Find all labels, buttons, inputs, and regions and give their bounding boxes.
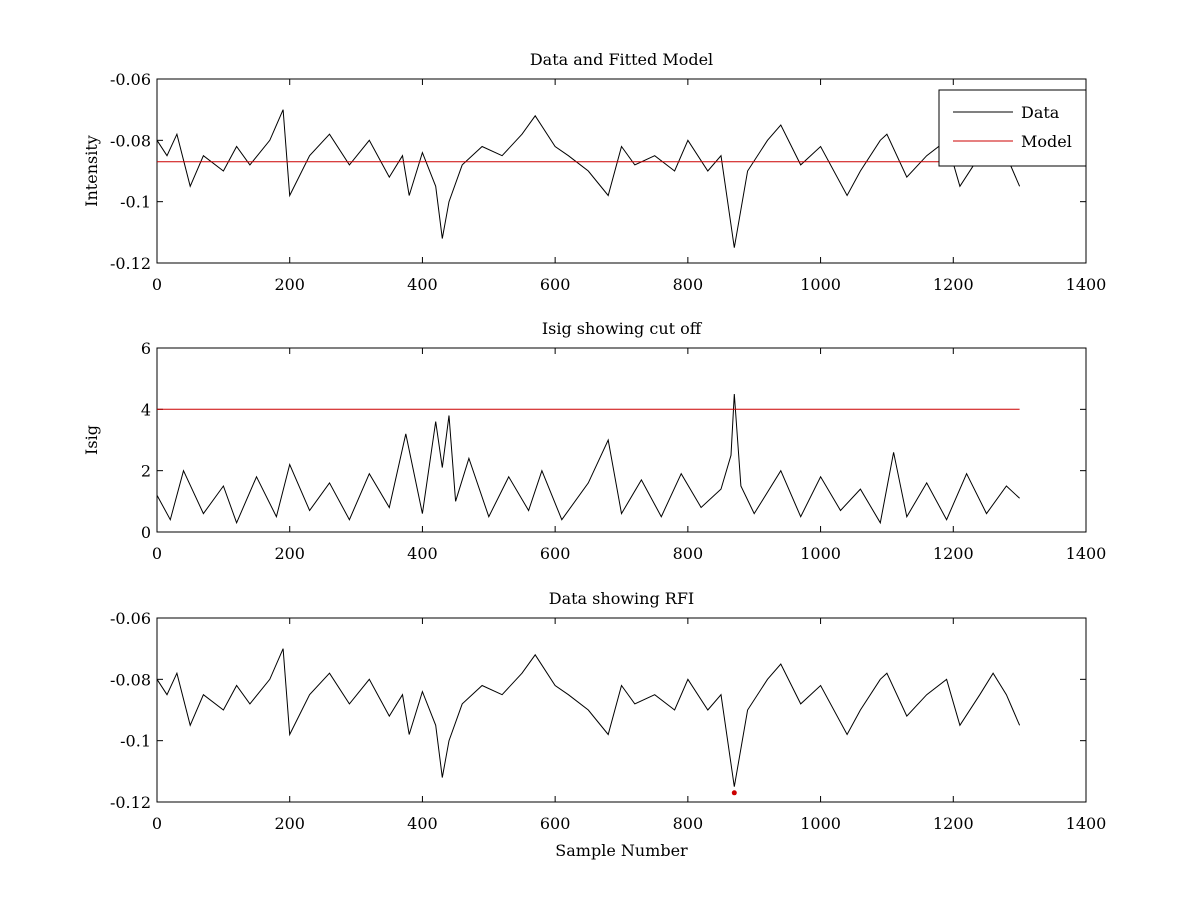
legend-box [938,89,1087,167]
x-tick-label: 600 [540,544,571,563]
subplot-3: Data showing RFI 0 200 400 600 800 1000 1200 140… [110,589,1106,860]
subplot-1: Data and Fitted Model 0 200 400 600 800 1000 12… [82,50,1106,294]
y-tick-label: 2 [141,462,151,481]
legend-label-data: Data [1021,103,1060,122]
y-axis-label: Isig [82,425,101,455]
x-tick-label: 400 [407,544,438,563]
x-tick-label: 200 [274,814,305,833]
y-tick-label: -0.08 [110,131,151,150]
y-tick-label: -0.08 [110,670,151,689]
x-tick-label: 800 [673,544,704,563]
x-tick-label: 600 [540,814,571,833]
x-tick-label: 1200 [933,814,974,833]
axes-box [156,78,1087,264]
chart-title: Isig showing cut off [542,319,703,338]
x-tick-label: 400 [407,814,438,833]
chart-title: Data and Fitted Model [530,50,713,69]
subplot-2: Isig showing cut off 0 200 400 600 800 1000 120… [82,319,1106,563]
x-tick-label: 800 [673,275,704,294]
y-tick-label: 0 [141,523,151,542]
x-tick-label: 0 [152,814,162,833]
x-tick-label: 1200 [933,275,974,294]
axes-box [156,617,1087,803]
x-tick-label: 1200 [933,544,974,563]
x-tick-label: 1400 [1066,814,1107,833]
legend-label-model: Model [1021,132,1072,151]
x-tick-label: 0 [152,275,162,294]
y-tick-label: 6 [141,339,151,358]
y-tick-label: -0.06 [110,70,151,89]
x-tick-label: 1400 [1066,275,1107,294]
y-tick-label: -0.12 [110,254,151,273]
x-tick-label: 1000 [800,814,841,833]
x-axis-label: Sample Number [555,841,688,860]
series-isig-line [156,393,1020,525]
series-data-line [156,648,1021,787]
x-tick-label: 800 [673,814,704,833]
y-tick-label: -0.06 [110,609,151,628]
chart-title: Data showing RFI [549,589,694,608]
y-tick-label: 4 [141,400,151,419]
x-tick-label: 1400 [1066,544,1107,563]
x-tick-label: 400 [407,275,438,294]
x-tick-label: 200 [274,544,305,563]
x-tick-label: 1000 [800,544,841,563]
y-tick-label: -0.12 [110,793,151,812]
x-tick-label: 600 [540,275,571,294]
x-tick-label: 200 [274,275,305,294]
x-tick-label: 1000 [800,275,841,294]
series-data-line [156,109,1021,248]
series-rfi-point [731,790,737,796]
axes-box [156,347,1087,533]
x-tick-label: 0 [152,544,162,563]
legend: Data Model [938,89,1087,167]
y-axis-label: Intensity [82,135,101,207]
y-tick-label: -0.1 [120,193,151,212]
y-tick-label: -0.1 [120,732,151,751]
